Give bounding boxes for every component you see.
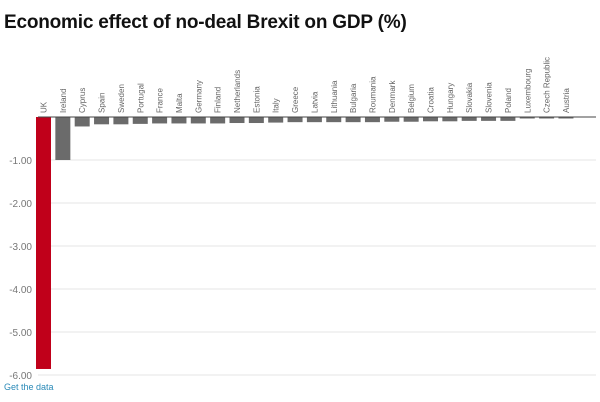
bar-netherlands[interactable]: [229, 117, 245, 124]
category-label: Greece: [291, 86, 300, 113]
y-tick-label: -1.00: [9, 156, 32, 167]
category-label: Roumania: [368, 76, 377, 113]
get-the-data-link[interactable]: Get the data: [4, 382, 54, 392]
bar-estonia[interactable]: [248, 117, 264, 124]
bar-spain[interactable]: [94, 117, 110, 125]
category-label: Spain: [98, 93, 107, 113]
bars: [36, 117, 574, 369]
bar-latvia[interactable]: [306, 117, 322, 123]
category-label: Italy: [272, 98, 281, 113]
y-tick-label: -3.00: [9, 242, 32, 253]
bar-slovakia[interactable]: [461, 117, 477, 121]
bar-ireland[interactable]: [55, 117, 71, 160]
y-tick-label: -2.00: [9, 199, 32, 210]
category-label: Croatia: [427, 87, 436, 113]
gridlines: [38, 159, 596, 376]
bar-greece[interactable]: [287, 117, 303, 123]
category-label: Netherlands: [233, 70, 242, 113]
category-label: Bulgaria: [349, 83, 358, 113]
y-tick-label: -5.00: [9, 328, 32, 339]
bar-uk[interactable]: [36, 117, 51, 369]
category-label: Estonia: [252, 86, 261, 113]
bar-denmark[interactable]: [384, 117, 400, 122]
category-label: Hungary: [446, 83, 455, 113]
category-label: Luxembourg: [523, 69, 532, 113]
bar-italy[interactable]: [268, 117, 284, 123]
y-tick-label: -4.00: [9, 285, 32, 296]
category-label: Portugal: [136, 83, 145, 113]
y-tick-label: -6.00: [9, 371, 32, 382]
category-label: Cyprus: [78, 88, 87, 113]
bar-poland[interactable]: [500, 117, 516, 121]
category-label: Slovakia: [465, 82, 474, 113]
bar-bulgaria[interactable]: [345, 117, 361, 123]
bar-croatia[interactable]: [423, 117, 438, 122]
category-label: Austria: [562, 88, 571, 113]
category-label: Sweden: [117, 84, 126, 113]
bar-austria[interactable]: [558, 117, 574, 119]
category-label: Czech Republic: [543, 57, 552, 113]
bar-luxembourg[interactable]: [519, 117, 535, 119]
category-label: Malta: [175, 93, 184, 113]
category-label: UK: [40, 101, 49, 113]
category-label: Belgium: [407, 84, 416, 113]
bar-portugal[interactable]: [132, 117, 148, 124]
bar-roumania[interactable]: [364, 117, 380, 123]
category-label: Lithuania: [330, 80, 339, 113]
category-label: France: [156, 88, 165, 113]
bar-sweden[interactable]: [113, 117, 129, 125]
chart-title: Economic effect of no-deal Brexit on GDP…: [4, 12, 407, 33]
bar-belgium[interactable]: [403, 117, 419, 122]
bar-czech-republic[interactable]: [539, 117, 555, 119]
category-label: Poland: [504, 88, 513, 113]
category-label: Germany: [194, 80, 203, 113]
bar-germany[interactable]: [190, 117, 206, 124]
category-label: Denmark: [388, 80, 397, 113]
bar-hungary[interactable]: [442, 117, 458, 122]
category-label: Finland: [214, 87, 223, 113]
bar-finland[interactable]: [210, 117, 226, 124]
bar-lithuania[interactable]: [326, 117, 342, 123]
category-labels: UK Ireland Cyprus Spain Sweden Portugal France…: [40, 57, 571, 113]
category-label: Ireland: [59, 89, 68, 113]
bar-france[interactable]: [152, 117, 168, 124]
bar-cyprus[interactable]: [74, 117, 90, 127]
category-label: Latvia: [310, 91, 319, 113]
bar-slovenia[interactable]: [481, 117, 497, 121]
bar-malta[interactable]: [171, 117, 187, 124]
category-label: Slovenia: [485, 82, 494, 113]
y-axis-ticks: -1.00 -2.00 -3.00 -4.00 -5.00 -6.00: [9, 156, 32, 382]
